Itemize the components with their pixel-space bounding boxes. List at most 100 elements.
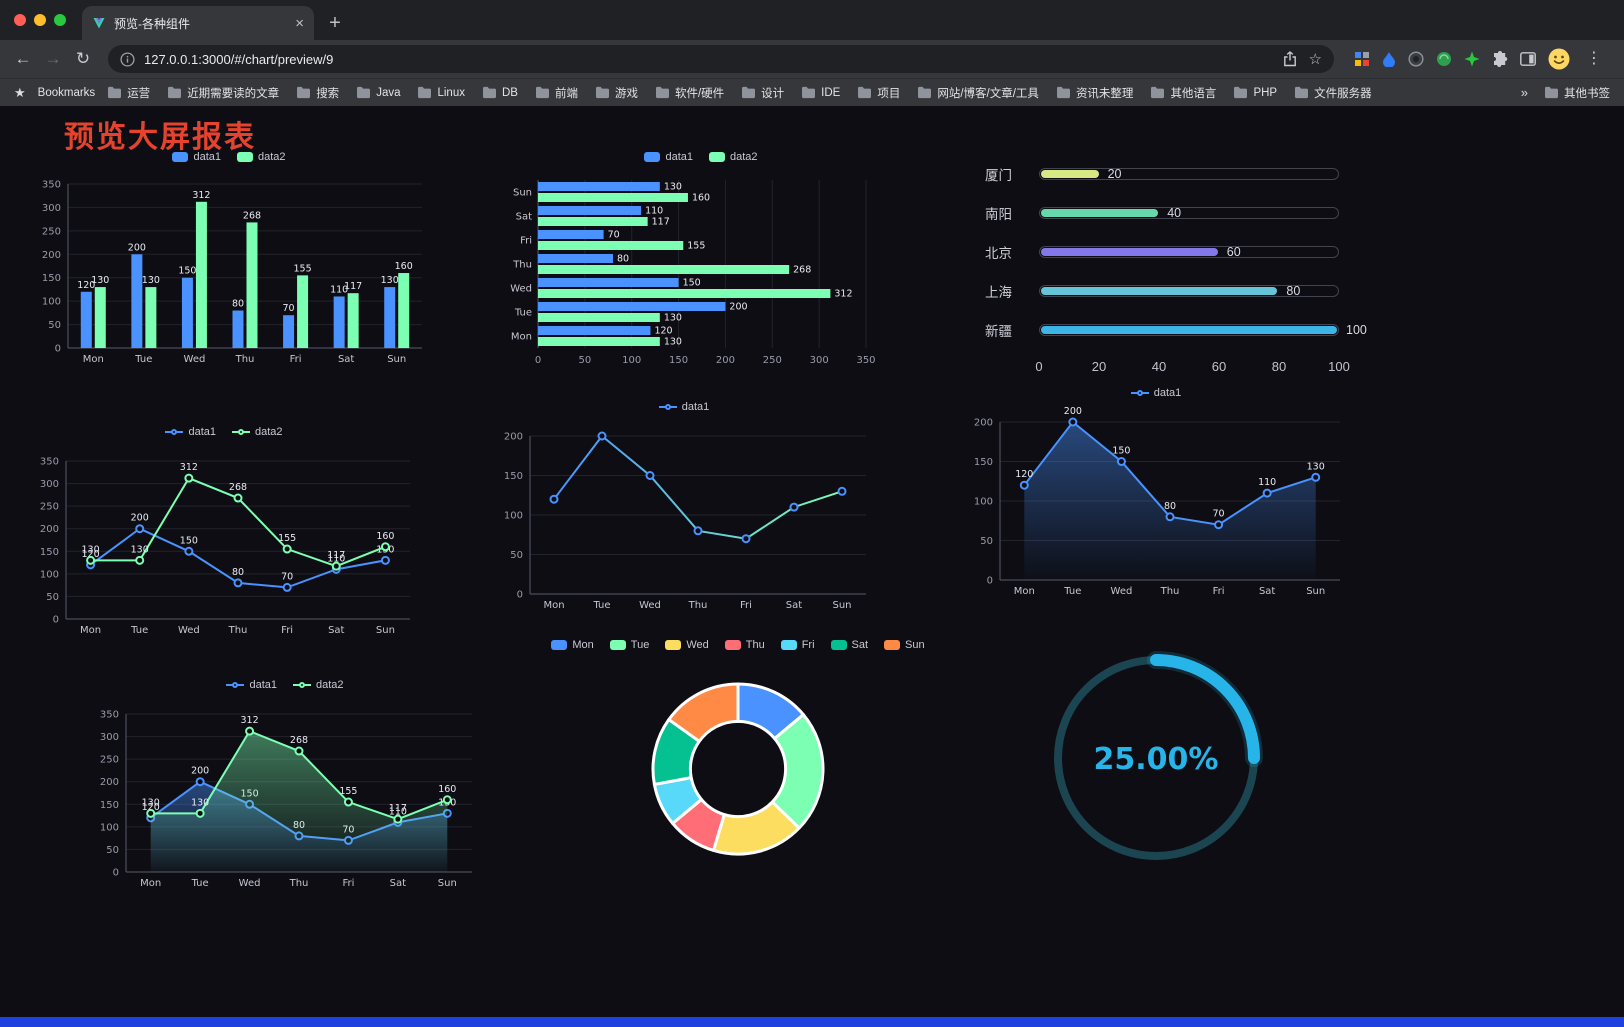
- svg-text:312: 312: [192, 190, 210, 201]
- legend-swatch: [293, 682, 311, 688]
- sidebar-toggle-icon[interactable]: [1520, 52, 1536, 66]
- svg-text:Tue: Tue: [1063, 586, 1081, 597]
- svg-text:155: 155: [294, 263, 312, 274]
- legend-item-Thu[interactable]: Thu: [724, 639, 765, 651]
- svg-text:200: 200: [100, 777, 119, 788]
- bookmark-folder[interactable]: 搜索: [296, 85, 339, 101]
- legend-item-data1[interactable]: data1: [1130, 387, 1181, 399]
- tab-close-icon[interactable]: ×: [295, 14, 304, 32]
- extensions-puzzle-icon[interactable]: [1492, 51, 1508, 67]
- bookmarks-overflow-chevron[interactable]: »: [1520, 85, 1528, 100]
- svg-text:Thu: Thu: [228, 625, 248, 636]
- bookmark-folder-list: 运营 近期需要读的文章 搜索 Java Linux DB 前端 游戏 软件/硬件 设计 IDE 项目 网…: [107, 85, 1505, 101]
- page-info-icon[interactable]: [120, 51, 135, 67]
- extension-drop-icon[interactable]: [1382, 51, 1396, 67]
- bookmark-label: 软件/硬件: [674, 87, 725, 100]
- address-bar[interactable]: 127.0.0.1:3000/#/chart/preview/9 ☆: [108, 45, 1334, 73]
- legend-item-data2[interactable]: data2: [237, 151, 286, 163]
- bookmark-star-icon[interactable]: ☆: [1308, 50, 1322, 68]
- svg-text:70: 70: [608, 230, 620, 241]
- legend-swatch: [609, 640, 626, 650]
- extension-ring-icon[interactable]: [1408, 51, 1424, 67]
- svg-text:Fri: Fri: [281, 625, 293, 636]
- bookmark-folder[interactable]: 文件服务器: [1294, 85, 1372, 101]
- svg-text:150: 150: [1112, 446, 1130, 457]
- bookmark-folder[interactable]: Java: [356, 86, 400, 99]
- chart-area-single: data1 0 50 100 150 200 Mon Tue Wed Thu Fri Sat Sun 12…: [960, 382, 1352, 600]
- svg-text:130: 130: [381, 275, 399, 286]
- svg-text:70: 70: [283, 303, 295, 314]
- svg-text:150: 150: [100, 800, 119, 811]
- bookmark-folder[interactable]: 网站/博客/文章/工具: [917, 85, 1039, 101]
- extension-star-icon[interactable]: [1464, 51, 1480, 67]
- extensions-area: ⋮: [1344, 48, 1616, 70]
- chart-canvas: 0 50 100 150 200 250 300 350 Mon Tue Wed Thu Fri Sat S…: [40, 457, 410, 636]
- progress-track: 20: [1039, 167, 1339, 181]
- progress-track: 100: [1039, 323, 1367, 337]
- legend-item-data1[interactable]: data1: [658, 401, 709, 413]
- svg-text:155: 155: [339, 786, 357, 797]
- legend-item-Tue[interactable]: Tue: [609, 639, 649, 651]
- bookmarks-label[interactable]: Bookmarks: [37, 86, 96, 99]
- profile-avatar[interactable]: [1548, 48, 1570, 70]
- bookmark-folder[interactable]: 游戏: [595, 85, 638, 101]
- legend-item-Mon[interactable]: Mon: [551, 639, 594, 651]
- browser-tab[interactable]: 预览-各种组件 ×: [82, 6, 314, 40]
- svg-text:Sat: Sat: [328, 625, 344, 636]
- bookmark-folder[interactable]: Linux: [417, 86, 465, 99]
- bookmark-folder[interactable]: 设计: [741, 85, 784, 101]
- svg-text:200: 200: [504, 432, 523, 443]
- bookmark-folder[interactable]: PHP: [1233, 86, 1277, 99]
- progress-track: 80: [1039, 284, 1339, 298]
- fullscreen-window-button[interactable]: [54, 14, 66, 26]
- legend-item-Fri[interactable]: Fri: [780, 639, 815, 651]
- back-button[interactable]: ←: [14, 49, 32, 68]
- legend-label: Mon: [572, 639, 594, 651]
- bookmark-folder[interactable]: 前端: [535, 85, 578, 101]
- svg-text:Mon: Mon: [511, 332, 532, 343]
- legend-item-data2[interactable]: data2: [232, 426, 283, 438]
- svg-text:Thu: Thu: [1160, 586, 1180, 597]
- bookmark-folder[interactable]: 资讯未整理: [1056, 85, 1133, 101]
- bookmark-folder[interactable]: 运营: [107, 85, 150, 101]
- legend-item-data1[interactable]: data1: [644, 151, 693, 163]
- bookmarks-bar: ★ Bookmarks 运营 近期需要读的文章 搜索 Java Linux DB 前端 游戏 软…: [0, 78, 1624, 106]
- legend-item-data1[interactable]: data1: [165, 426, 216, 438]
- close-window-button[interactable]: [14, 14, 26, 26]
- progress-row: 南阳 40: [985, 193, 1339, 232]
- legend-item-Sat[interactable]: Sat: [830, 639, 868, 651]
- share-icon[interactable]: [1283, 51, 1297, 67]
- progress-row: 新疆 100: [985, 310, 1367, 349]
- legend-item-Wed[interactable]: Wed: [665, 639, 709, 651]
- extension-grid-icon[interactable]: [1354, 51, 1370, 67]
- bookmark-folder[interactable]: 软件/硬件: [655, 85, 724, 101]
- svg-text:350: 350: [42, 180, 61, 191]
- legend-item-Sun[interactable]: Sun: [884, 639, 925, 651]
- svg-text:Fri: Fri: [342, 878, 354, 889]
- reload-button[interactable]: ↻: [75, 49, 91, 68]
- legend-item-data1[interactable]: data1: [172, 151, 221, 163]
- extension-green-circle-icon[interactable]: [1436, 51, 1452, 67]
- bookmark-folder[interactable]: 近期需要读的文章: [167, 85, 279, 101]
- bookmark-folder[interactable]: IDE: [801, 86, 840, 99]
- minimize-window-button[interactable]: [34, 14, 46, 26]
- bookmark-folder[interactable]: DB: [482, 86, 518, 99]
- svg-text:200: 200: [191, 766, 209, 777]
- forward-button[interactable]: →: [44, 49, 62, 68]
- new-tab-button[interactable]: +: [329, 11, 341, 34]
- legend-item-data2[interactable]: data2: [293, 679, 344, 691]
- bookmark-folder[interactable]: 项目: [857, 85, 900, 101]
- legend-swatch: [884, 640, 901, 650]
- chart-canvas: 0 50 100 150 200 250 300 350 Mon Tue Wed Thu Fri Sat S…: [42, 180, 422, 365]
- bookmark-folder[interactable]: 其他语言: [1150, 85, 1216, 101]
- browser-menu-icon[interactable]: ⋮: [1586, 50, 1602, 67]
- legend-item-data1[interactable]: data1: [226, 679, 277, 691]
- other-bookmarks-folder[interactable]: 其他书签: [1544, 85, 1610, 101]
- svg-text:Sat: Sat: [390, 878, 406, 889]
- svg-text:0: 0: [113, 868, 119, 879]
- legend-swatch: [226, 682, 245, 688]
- svg-text:117: 117: [389, 803, 407, 814]
- legend-swatch: [665, 640, 682, 650]
- svg-text:110: 110: [330, 284, 348, 295]
- legend-item-data2[interactable]: data2: [709, 151, 758, 163]
